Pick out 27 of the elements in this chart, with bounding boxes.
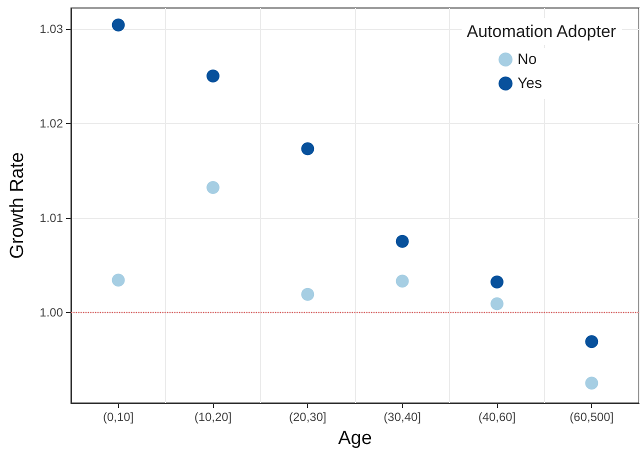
x-tick-label: (10,20] [194, 410, 232, 424]
x-tick-label: (30,40] [384, 410, 422, 424]
x-tick-label: (20,30] [288, 410, 326, 424]
point [301, 288, 314, 301]
point [206, 181, 220, 194]
point [301, 142, 314, 156]
point [206, 70, 220, 83]
x-tick-label: (0,10] [102, 410, 134, 424]
point [490, 276, 504, 289]
y-tick-label: 1.01 [40, 210, 64, 225]
point [112, 274, 125, 287]
legend-label: No [518, 51, 537, 68]
y-tick-label: 1.02 [40, 116, 64, 130]
y-tick-label: 1.00 [40, 305, 64, 320]
x-axis-title: Age [338, 428, 372, 449]
point [490, 297, 504, 310]
point [585, 335, 598, 348]
legend-title: Automation Adopter [466, 22, 616, 41]
point [396, 274, 409, 288]
x-tick-label: (60,500] [570, 410, 614, 424]
x-tick-label: (40,60] [478, 410, 516, 424]
point [396, 234, 409, 248]
y-tick-label: 1.03 [40, 22, 64, 36]
point [585, 376, 598, 390]
legend-label: Yes [518, 75, 542, 92]
y-axis-title: Growth Rate [7, 152, 28, 259]
point [112, 18, 125, 32]
